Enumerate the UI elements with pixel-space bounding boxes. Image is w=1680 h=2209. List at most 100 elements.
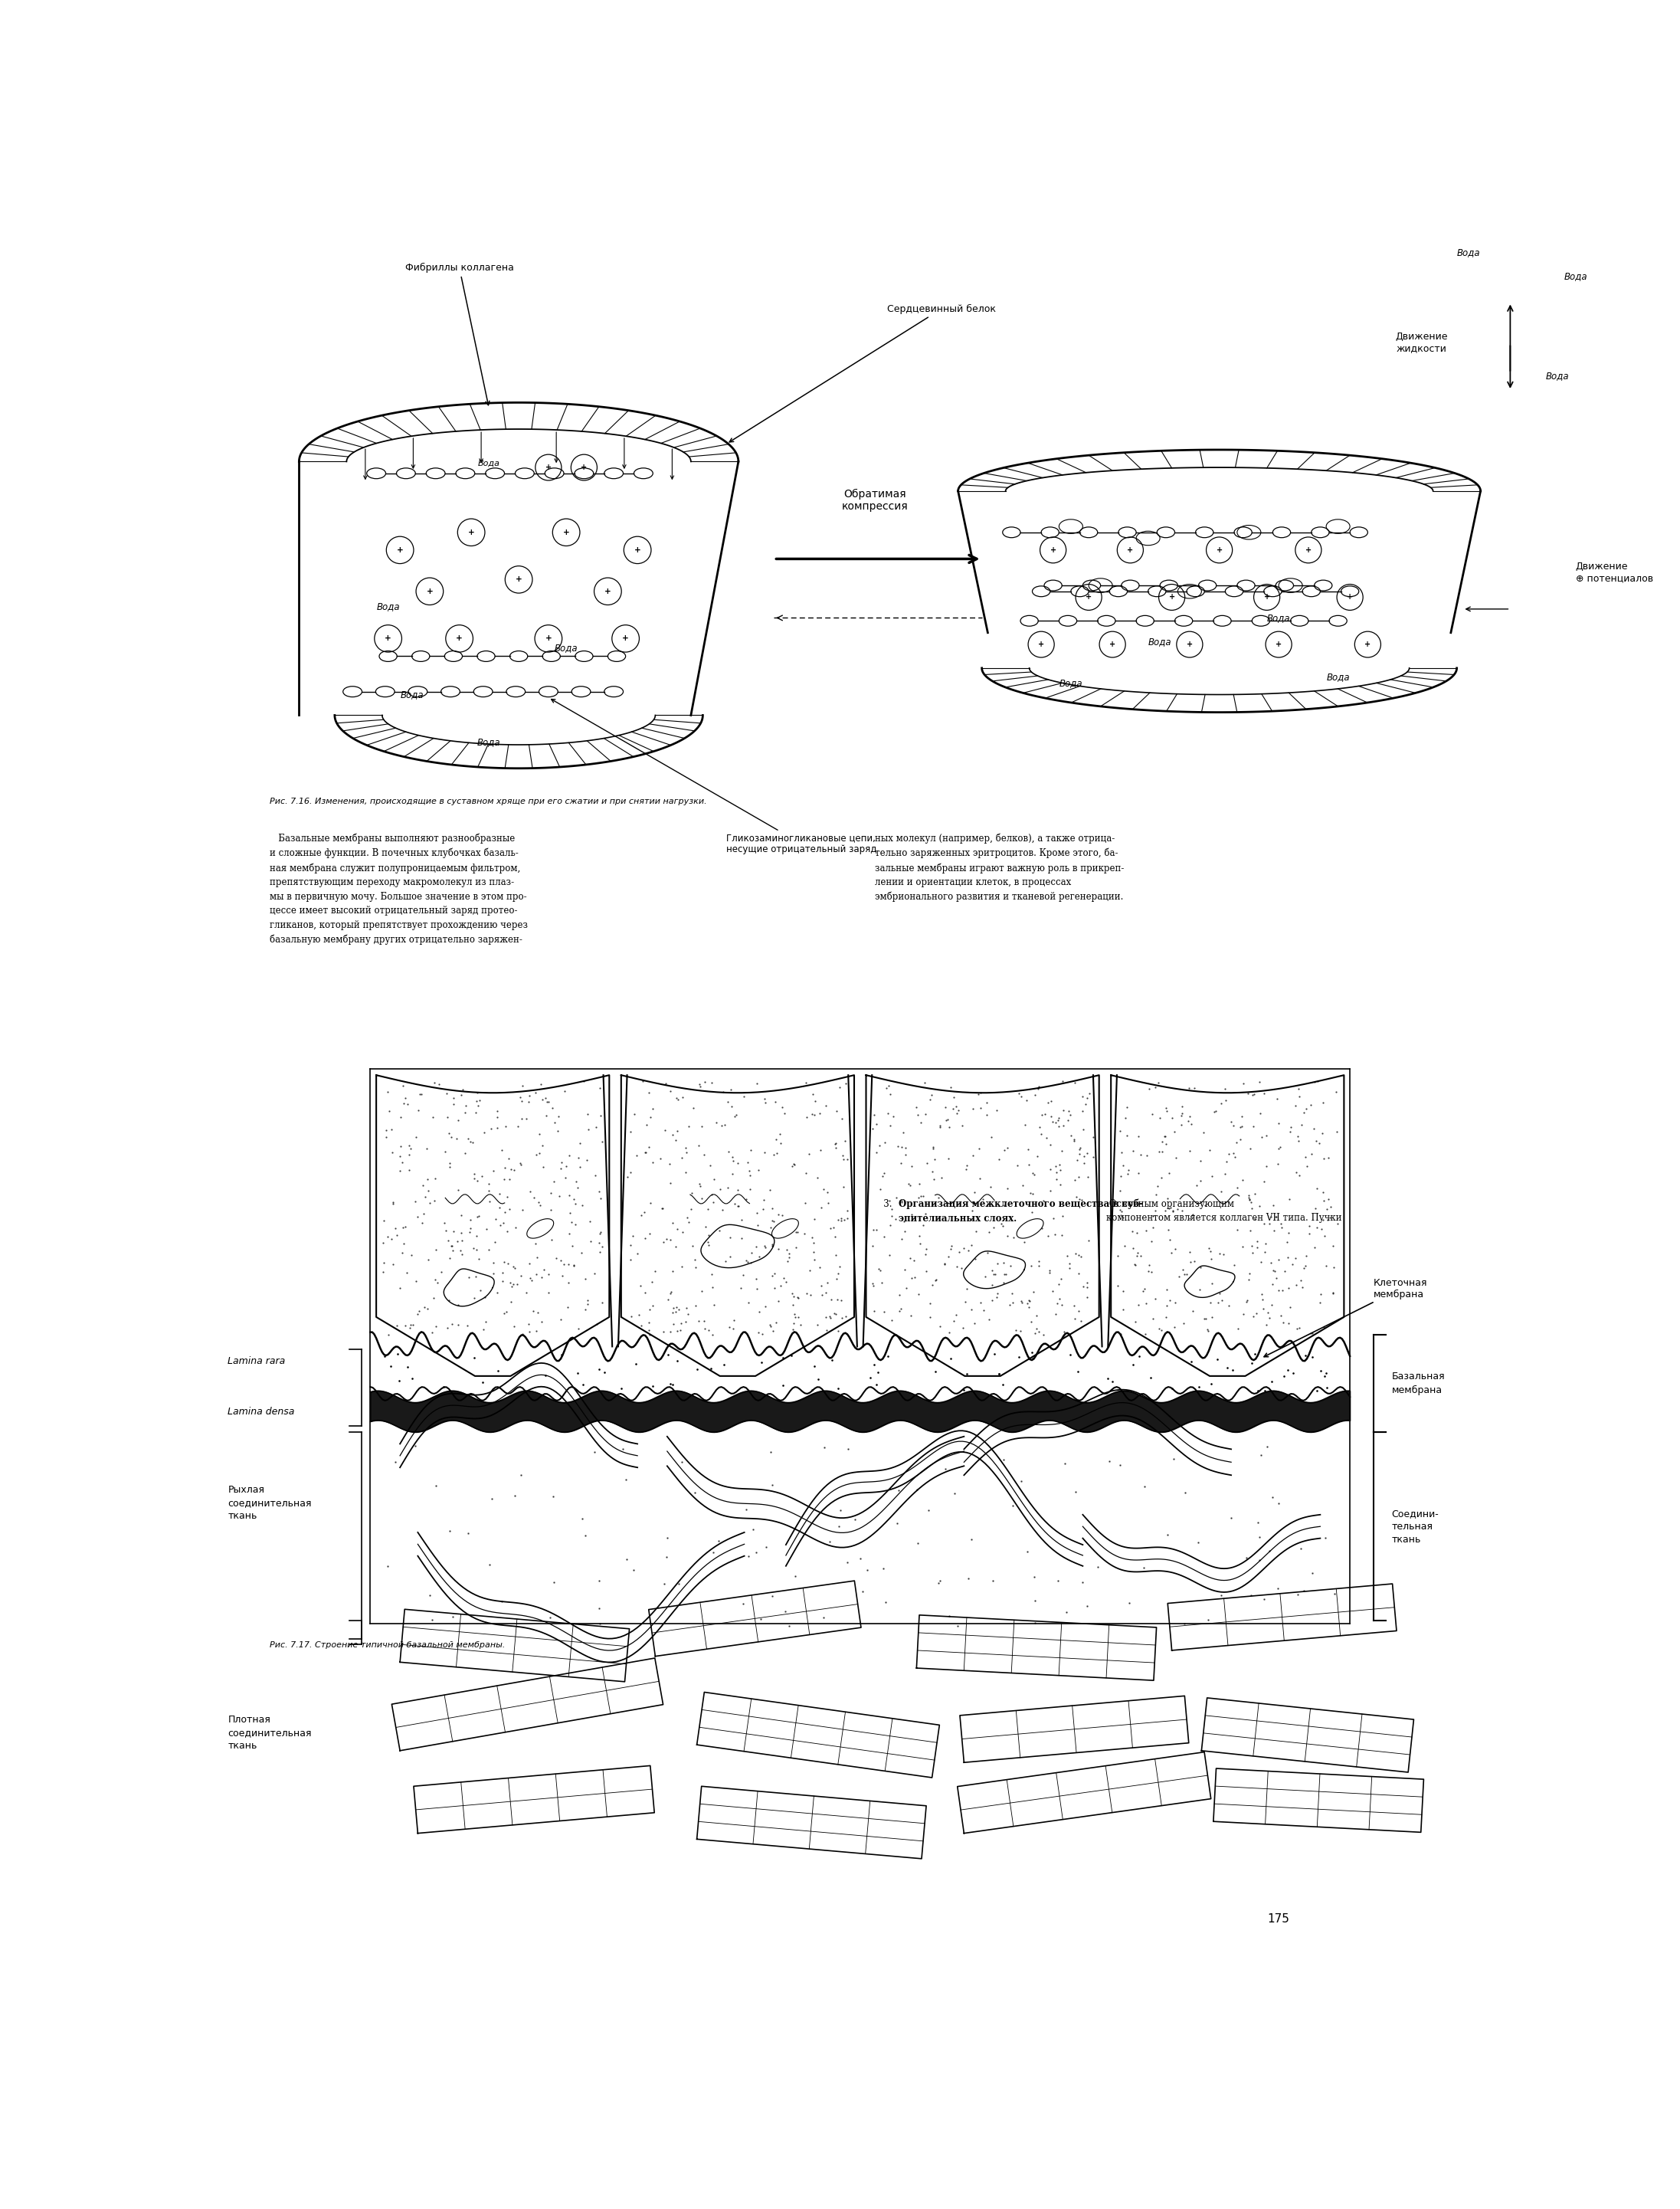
Point xyxy=(1109,1292,1136,1328)
Point xyxy=(1277,1109,1304,1144)
Point xyxy=(699,1270,726,1306)
Point xyxy=(1200,1266,1226,1301)
Point xyxy=(769,1261,796,1297)
Point xyxy=(628,1197,655,1233)
Point xyxy=(862,1098,889,1133)
Point xyxy=(504,1266,531,1301)
Point xyxy=(714,1169,741,1204)
Point xyxy=(536,1085,563,1120)
Point xyxy=(403,1120,430,1155)
Point xyxy=(1230,1228,1257,1264)
Point xyxy=(1191,1188,1218,1224)
Point xyxy=(435,1283,462,1319)
Point xyxy=(832,1065,858,1100)
Point xyxy=(496,1162,522,1197)
Point xyxy=(1048,1063,1075,1098)
Point xyxy=(1289,1270,1315,1306)
Point xyxy=(709,1107,736,1142)
Point xyxy=(801,1347,828,1383)
Point xyxy=(684,1352,711,1387)
Point xyxy=(1110,1199,1137,1235)
Point xyxy=(519,1294,546,1330)
Point xyxy=(457,1317,484,1352)
Point xyxy=(501,1310,528,1345)
Point xyxy=(640,1288,667,1323)
Point xyxy=(1168,1107,1194,1142)
Point xyxy=(635,1312,662,1347)
Point xyxy=(502,1250,529,1286)
Point xyxy=(501,1266,528,1301)
Text: Вода: Вода xyxy=(1564,272,1588,281)
Point xyxy=(759,1228,786,1264)
Point xyxy=(1193,1312,1220,1347)
Point xyxy=(657,1367,684,1403)
Point xyxy=(842,1502,869,1537)
Point xyxy=(892,1138,919,1173)
Point xyxy=(944,1248,971,1283)
Point xyxy=(1242,1202,1268,1237)
Point xyxy=(825,1372,852,1407)
Point xyxy=(832,1124,858,1160)
Point xyxy=(919,1155,946,1191)
Point xyxy=(1142,1281,1169,1317)
Point xyxy=(1067,1303,1094,1339)
Point xyxy=(1015,1146,1042,1182)
Point xyxy=(435,1222,462,1257)
Point xyxy=(1070,1268,1097,1303)
Point xyxy=(1275,1215,1302,1250)
Point xyxy=(1242,1336,1268,1372)
Point xyxy=(472,1279,499,1314)
Point xyxy=(1268,1211,1295,1246)
Point xyxy=(801,1202,828,1237)
Point xyxy=(507,1080,534,1116)
Point xyxy=(564,1310,591,1345)
Point xyxy=(946,1093,973,1129)
Point xyxy=(630,1195,657,1230)
Point xyxy=(1112,1228,1139,1264)
Point xyxy=(1122,1248,1149,1283)
Point xyxy=(1050,1091,1077,1127)
Point xyxy=(526,1184,553,1219)
Point xyxy=(475,1184,502,1219)
Point xyxy=(1235,1076,1262,1111)
Point xyxy=(489,1133,516,1169)
Point xyxy=(486,1191,512,1226)
Point xyxy=(1307,1286,1334,1321)
Point xyxy=(1126,1118,1152,1153)
Point xyxy=(783,1279,810,1314)
Point xyxy=(743,1272,769,1308)
Point xyxy=(501,1248,528,1283)
Point xyxy=(768,1268,795,1303)
Point xyxy=(870,1219,897,1255)
Point xyxy=(558,1204,585,1239)
Point xyxy=(1299,1339,1326,1374)
Point xyxy=(660,1290,687,1325)
Point xyxy=(769,1367,796,1403)
Point xyxy=(689,1275,716,1310)
Point xyxy=(1208,1085,1235,1120)
Point xyxy=(1200,1299,1226,1334)
Point xyxy=(438,1599,465,1635)
Point xyxy=(1114,1089,1141,1124)
Point xyxy=(538,1193,564,1228)
Point xyxy=(1243,1297,1270,1332)
Point xyxy=(941,1303,968,1339)
Point xyxy=(816,1299,843,1334)
Point xyxy=(899,1261,926,1297)
Point xyxy=(652,1065,679,1100)
Point xyxy=(408,1076,435,1111)
Point xyxy=(1042,1149,1068,1184)
Point xyxy=(566,1149,593,1184)
Point xyxy=(865,1250,892,1286)
Point xyxy=(731,1078,758,1113)
Text: Рис. 7.16. Изменения, происходящие в суставном хряще при его сжатии и при снятии: Рис. 7.16. Изменения, происходящие в сус… xyxy=(269,797,707,806)
Point xyxy=(522,1257,549,1292)
Text: +: + xyxy=(1169,594,1174,601)
Point xyxy=(897,1299,924,1334)
Point xyxy=(931,1246,958,1281)
Text: Организация межклеточного вещества в суб-
эпителиальных слоях.: Организация межклеточного вещества в суб… xyxy=(899,1199,1142,1224)
Point xyxy=(1158,1191,1184,1226)
Point xyxy=(571,1292,598,1328)
Point xyxy=(1074,1270,1100,1306)
Point xyxy=(1178,1107,1205,1142)
